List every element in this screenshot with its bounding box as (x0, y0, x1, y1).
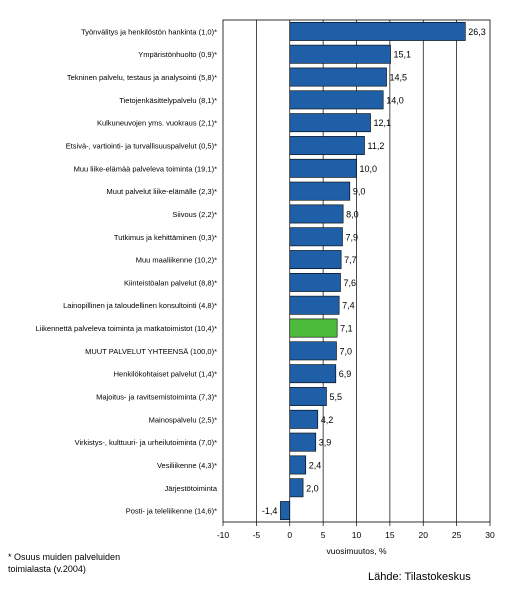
value-label: 10,0 (360, 164, 378, 174)
bar (289, 227, 343, 247)
category-label: Henkilökohtaiset palvelut (1,4)* (114, 370, 217, 379)
value-label: 26,3 (468, 27, 486, 37)
value-label: 12,1 (374, 118, 392, 128)
category-label: Posti- ja teleliikenne (14,6)* (126, 507, 217, 516)
value-label: 7,0 (339, 346, 352, 356)
bar (289, 113, 371, 133)
x-tick-label: -5 (253, 530, 261, 540)
value-label: 7,1 (340, 324, 353, 334)
category-label: Etsivä-, vartiointi- ja turvallisuuspalv… (66, 142, 217, 151)
value-label: -1,4 (262, 506, 278, 516)
x-tick-label: 0 (287, 530, 292, 540)
footnote-line-2: toimialasta (v.2004) (8, 564, 86, 574)
value-label: 7,9 (345, 232, 358, 242)
value-label: 7,7 (344, 255, 357, 265)
bar (289, 21, 466, 41)
value-label: 15,1 (394, 50, 412, 60)
category-label: Kiinteistöalan palvelut (8,8)* (124, 278, 217, 287)
category-label: Tietojenkäsittelypalvelu (8,1)* (119, 96, 217, 105)
category-label: Muu liike-elämää palveleva toiminta (19,… (74, 164, 217, 173)
value-label: 5,5 (329, 392, 342, 402)
bar (280, 501, 291, 521)
category-label: MUUT PALVELUT YHTEENSÄ (100,0)* (85, 347, 217, 356)
value-label: 7,6 (343, 278, 356, 288)
category-label: Ympäristönhuolto (0,9)* (138, 50, 217, 59)
category-label: Muu maaliikenne (10,2)* (136, 256, 217, 265)
x-tick-label: 30 (485, 530, 495, 540)
category-label: Majoitus- ja ravitsemistoiminta (7,3)* (96, 393, 217, 402)
bar (289, 478, 304, 498)
x-axis-label: vuosimuutos, % (327, 546, 387, 556)
category-label: Muut palvelut liike-elämälle (2,3)* (107, 187, 218, 196)
value-label: 2,4 (309, 460, 322, 470)
category-label: Lainopillinen ja taloudellinen konsultoi… (63, 301, 217, 310)
bar (289, 387, 327, 406)
x-tick-label: 20 (419, 530, 429, 540)
category-label: Vesiliikenne (4,3)* (157, 461, 217, 470)
bar (289, 90, 384, 110)
bar (289, 158, 357, 178)
source-label: Lähde: Tilastokeskus (368, 571, 471, 583)
category-label: Siivous (2,2)* (172, 210, 217, 219)
bar (289, 250, 342, 270)
category-label: Työnvälitys ja henkilöstön hankinta (1,0… (81, 27, 217, 36)
value-label: 7,4 (342, 301, 355, 311)
bar (289, 295, 340, 315)
bar (289, 432, 317, 452)
value-label: 4,2 (321, 415, 334, 425)
bar (289, 318, 338, 338)
value-label: 2,0 (306, 483, 319, 493)
footnote: * Osuus muiden palveluiden toimialasta (… (8, 551, 120, 575)
value-label: 3,9 (319, 438, 332, 448)
value-label: 14,5 (390, 73, 408, 83)
value-label: 14,0 (386, 95, 404, 105)
value-label: 11,2 (368, 141, 385, 151)
bar (289, 272, 341, 292)
category-label: Virkistys-, kulttuuri- ja urheilutoimint… (75, 438, 217, 447)
bar (289, 204, 344, 224)
bar (289, 181, 351, 201)
category-label: Tutkimus ja kehittäminen (0,3)* (114, 233, 217, 242)
category-label: Järjestötoiminta (164, 484, 217, 493)
bar (289, 67, 387, 87)
bar (289, 364, 337, 384)
x-tick-label: 15 (385, 530, 395, 540)
x-tick-label: -10 (217, 530, 230, 540)
footnote-line-1: * Osuus muiden palveluiden (8, 552, 121, 562)
x-tick-label: 5 (321, 530, 326, 540)
value-label: 6,9 (339, 369, 352, 379)
bar (289, 409, 319, 429)
bar (289, 341, 337, 361)
category-label: Mainospalvelu (2,5)* (149, 415, 217, 424)
value-label: 8,0 (346, 209, 359, 219)
value-label: 9,0 (353, 187, 366, 197)
x-tick-label: 10 (352, 530, 362, 540)
category-label: Liikennettä palveleva toiminta ja matkat… (36, 324, 217, 333)
x-tick-label: 25 (452, 530, 462, 540)
category-label: Kulkuneuvojen yms. vuokraus (2,1)* (97, 119, 217, 128)
bar (289, 44, 391, 64)
bar (289, 455, 307, 475)
bar (289, 136, 365, 155)
category-label: Tekninen palvelu, testaus ja analysointi… (67, 73, 217, 82)
